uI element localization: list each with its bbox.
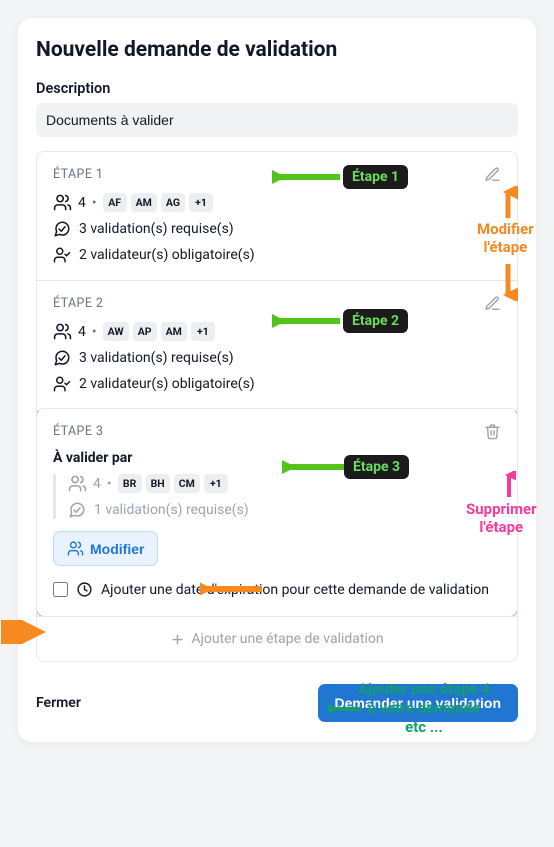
validator-count: 4: [93, 476, 101, 492]
pencil-icon[interactable]: [484, 166, 501, 183]
modify-button[interactable]: Modifier: [53, 531, 158, 566]
step-3-body: 4 • BR BH CM +1 1 validation(s) requise(…: [53, 474, 501, 519]
people-icon: [67, 540, 84, 557]
step-1: ÉTAPE 1 4 • AF AM AG +1: [37, 152, 517, 280]
avatar: AP: [133, 322, 157, 341]
description-input[interactable]: [36, 103, 518, 137]
check-bubble-icon: [53, 220, 71, 238]
avatar-list: BR BH CM +1: [118, 474, 228, 493]
avatar-more: +1: [191, 322, 215, 341]
person-check-icon: [53, 375, 71, 393]
validations-required-text: 3 validation(s) requise(s): [79, 350, 234, 366]
avatar: AF: [103, 193, 127, 212]
person-check-icon: [53, 246, 71, 264]
avatar: AG: [161, 193, 185, 212]
separator: •: [92, 195, 97, 211]
validation-request-modal: Nouvelle demande de validation Descripti…: [18, 18, 536, 742]
avatar-more: +1: [189, 193, 213, 212]
page-title: Nouvelle demande de validation: [36, 38, 518, 62]
trash-icon[interactable]: [484, 423, 501, 440]
people-icon: [53, 193, 72, 212]
mandatory-validators-text: 2 validateur(s) obligatoire(s): [79, 247, 255, 263]
validator-count: 4: [78, 195, 86, 211]
submit-button[interactable]: Demander une validation: [318, 684, 518, 722]
step-3: ÉTAPE 3 À valider par 4 • BR BH CM: [36, 408, 518, 617]
step-title: ÉTAPE 2: [53, 296, 103, 311]
validations-required-text: 3 validation(s) requise(s): [79, 221, 234, 237]
pencil-icon[interactable]: [484, 295, 501, 312]
step-title: ÉTAPE 1: [53, 167, 103, 182]
expiration-label: Ajouter une date d'expiration pour cette…: [101, 580, 489, 600]
check-bubble-icon: [53, 349, 71, 367]
avatar-list: AW AP AM +1: [103, 322, 215, 341]
description-label: Description: [36, 80, 518, 97]
plus-icon: [170, 632, 185, 647]
people-icon: [53, 322, 72, 341]
avatar: BR: [118, 474, 142, 493]
step-title: ÉTAPE 3: [53, 424, 103, 439]
avatar-more: +1: [204, 474, 228, 493]
expiration-row[interactable]: Ajouter une date d'expiration pour cette…: [53, 580, 501, 600]
separator: •: [107, 476, 112, 492]
modify-button-label: Modifier: [90, 541, 144, 557]
check-bubble-icon: [68, 501, 86, 519]
validator-count: 4: [78, 324, 86, 340]
clock-icon: [76, 581, 93, 598]
avatar-list: AF AM AG +1: [103, 193, 213, 212]
avatar: AM: [161, 322, 187, 341]
add-step-button[interactable]: Ajouter une étape de validation: [37, 616, 517, 661]
avatar: CM: [174, 474, 200, 493]
step-2: ÉTAPE 2 4 • AW AP AM +1: [37, 280, 517, 409]
modal-footer: Fermer Demander une validation: [36, 684, 518, 722]
mandatory-validators-text: 2 validateur(s) obligatoire(s): [79, 376, 255, 392]
avatar: BH: [146, 474, 170, 493]
separator: •: [92, 324, 97, 340]
validate-by-label: À valider par: [53, 450, 501, 466]
expiration-checkbox[interactable]: [53, 582, 68, 597]
validations-required-text: 1 validation(s) requise(s): [94, 502, 249, 518]
people-icon: [68, 474, 87, 493]
steps-container: ÉTAPE 1 4 • AF AM AG +1: [36, 151, 518, 662]
close-button[interactable]: Fermer: [36, 695, 81, 711]
avatar: AM: [131, 193, 157, 212]
add-step-label: Ajouter une étape de validation: [191, 631, 383, 647]
avatar: AW: [103, 322, 129, 341]
